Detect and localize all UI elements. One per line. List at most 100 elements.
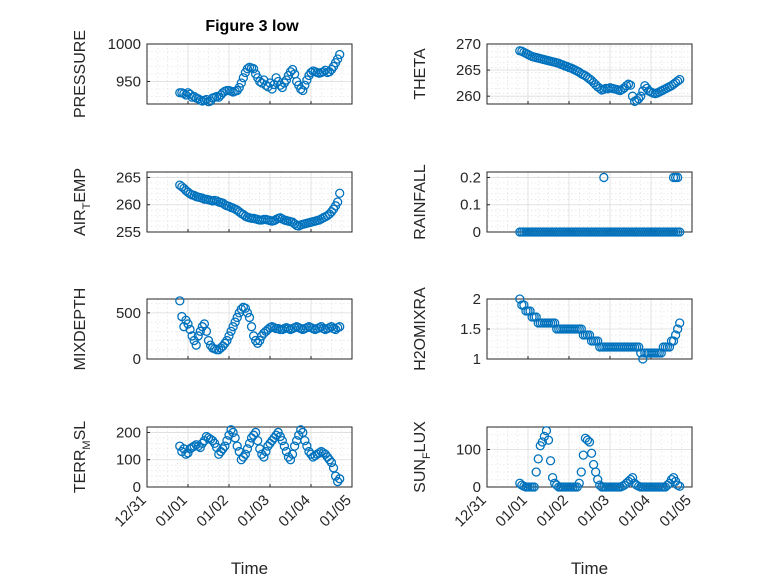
data-point (627, 472, 638, 483)
data-point (187, 331, 197, 341)
data-point (673, 324, 683, 334)
data-point (201, 94, 212, 105)
data-point (533, 454, 543, 464)
y-tick-label: 1000 (108, 36, 141, 53)
x-tick-label: 01/01 (492, 492, 531, 531)
data-point (298, 85, 308, 96)
data-point (255, 444, 265, 454)
y-axis-label: TERRMSL (72, 421, 93, 493)
y-tick-label: 265 (456, 62, 481, 79)
data-point (670, 330, 681, 340)
subplot-theta: 260 265 270 THETA (412, 36, 693, 107)
data-point (207, 435, 218, 446)
y-tick-label: 270 (456, 36, 481, 53)
data-point (224, 331, 234, 341)
y-axis-label: THETA (412, 48, 429, 100)
x-tick-label: 12/31 (111, 492, 150, 531)
plot-frame (146, 43, 353, 105)
data-point (584, 437, 595, 447)
data-point (240, 449, 251, 459)
data-point (220, 441, 230, 451)
x-tick-label: 01/01 (152, 492, 191, 531)
y-tick-label: 500 (116, 305, 141, 322)
x-axis-label: Time (571, 559, 608, 578)
data-point (232, 312, 242, 323)
y-axis-label: AIRTEMP (72, 168, 93, 236)
data-point (201, 326, 212, 336)
data-point (675, 318, 685, 328)
x-tick-label: 01/03 (574, 492, 613, 531)
subplot-air_temp: 255 260 265 AIRTEMP (72, 168, 353, 241)
x-axis-label: Time (231, 559, 268, 578)
data-point (240, 303, 251, 313)
y-axis-label: MIXDEPTH (72, 288, 89, 371)
y-tick-label: 100 (116, 452, 141, 469)
subplot-terr_msl: 0 100 200 TERRMSL 12/31 01/01 01/02 01/03 01/04 0… (72, 421, 355, 578)
data-point (335, 474, 345, 484)
subplot-rainfall: 0 0.1 0.2 RAINFALL (412, 164, 693, 241)
plot-frame (146, 298, 353, 360)
y-tick-label: 0.1 (460, 197, 481, 214)
data-point (191, 340, 201, 350)
data-point (673, 172, 683, 183)
figure-title: Figure 3 low (205, 18, 299, 35)
data-point (289, 441, 300, 451)
data-point (529, 482, 539, 492)
data-point (582, 435, 593, 445)
data-point (228, 427, 238, 438)
y-tick-label: 265 (116, 169, 141, 186)
data-point (673, 76, 683, 86)
x-tick-label: 12/31 (451, 492, 490, 531)
data-point (242, 444, 253, 454)
data-point (232, 441, 242, 451)
data-point (634, 342, 644, 352)
data-point (668, 336, 679, 346)
y-tick-label: 200 (116, 424, 141, 441)
data-point (253, 435, 263, 446)
data-point (636, 91, 646, 101)
data-point (179, 88, 189, 99)
data-point (255, 335, 265, 346)
data-point (261, 446, 271, 457)
x-tick-label: 01/05 (656, 492, 695, 531)
y-axis-label: PRESSURE (72, 30, 89, 118)
data-point (242, 308, 253, 318)
data-point (335, 322, 345, 332)
data-point (318, 67, 328, 77)
plot-frame (486, 298, 693, 360)
y-tick-label: 0 (473, 479, 481, 496)
x-tick-label: 01/03 (234, 492, 273, 531)
data-point (267, 84, 277, 94)
data-point (285, 455, 296, 465)
data-point (218, 444, 228, 454)
data-point (244, 312, 255, 323)
data-point (302, 75, 312, 85)
data-point (634, 94, 644, 104)
subplot-h2omixra: 1 1.5 2 H2OMIXRA (412, 287, 693, 371)
data-point (183, 319, 193, 329)
data-point (250, 335, 261, 346)
data-point (335, 188, 345, 198)
data-point (547, 472, 558, 483)
data-point (300, 80, 310, 90)
y-axis-label: H2OMIXRA (412, 287, 429, 371)
data-point (296, 425, 306, 435)
data-point (332, 54, 343, 64)
y-tick-label: 0 (473, 224, 481, 241)
y-axis-label: SUNFLUX (412, 421, 433, 493)
y-tick-label: 1 (473, 351, 481, 368)
data-point (244, 438, 255, 449)
data-point (236, 78, 246, 88)
data-point (326, 457, 337, 468)
data-point (320, 65, 331, 75)
y-tick-label: 0.2 (460, 169, 481, 186)
y-axis-label: RAINFALL (412, 164, 429, 240)
data-point (302, 441, 312, 451)
data-point (277, 82, 287, 93)
data-point (621, 81, 632, 91)
y-tick-label: 0 (133, 479, 141, 496)
subplot-sun_flux: 0 100 SUNFLUX 12/31 01/01 01/02 01/03 01/04 01/0… (412, 421, 695, 578)
x-tick-label: 01/04 (615, 492, 654, 531)
